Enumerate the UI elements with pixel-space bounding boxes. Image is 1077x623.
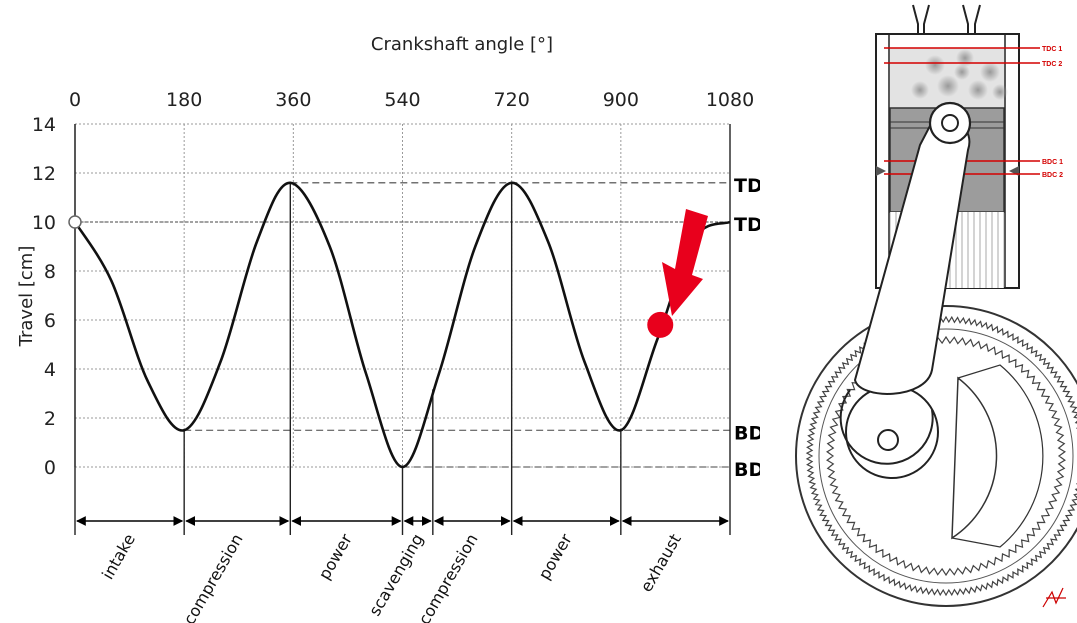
brand-logo xyxy=(1042,587,1066,608)
x-tick-label: 1080 xyxy=(706,89,754,111)
phase-label: intake xyxy=(98,531,139,583)
x-tick-labels: 0 180 360 540 720 900 1080 xyxy=(69,89,754,111)
travel-curve xyxy=(73,181,731,469)
ref-label: TDC 2 xyxy=(734,214,760,236)
current-point xyxy=(647,311,674,338)
top-axis-label: Crankshaft angle [°] xyxy=(371,34,553,55)
ref-label: TDC 1 xyxy=(734,175,760,197)
cylinder xyxy=(875,33,1020,289)
x-tick-label: 900 xyxy=(603,89,639,111)
connecting-rod xyxy=(839,101,972,479)
phase-label: exhaust xyxy=(637,531,685,596)
phase-label: power xyxy=(315,530,356,583)
y-tick-label: 14 xyxy=(32,114,56,136)
travel-chart: Crankshaft angle [°] Travel [cm] TDC 1TD… xyxy=(16,34,760,623)
y-tick-label: 2 xyxy=(44,408,56,430)
y-tick-labels: 0 2 4 6 8 10 12 14 xyxy=(32,114,56,479)
pointer-arrow xyxy=(662,209,708,316)
y-axis-label: Travel [cm] xyxy=(16,246,37,348)
cylinder-markers xyxy=(884,47,1040,175)
y-tick-label: 12 xyxy=(32,163,56,185)
ref-label: BDC 2 xyxy=(734,459,760,481)
x-tick-label: 180 xyxy=(166,89,202,111)
ref-label: BDC 1 xyxy=(734,422,760,444)
y-tick-label: 0 xyxy=(44,457,56,479)
phase-label: compression xyxy=(180,531,247,623)
y-tick-label: 10 xyxy=(32,212,56,234)
x-tick-label: 0 xyxy=(69,89,81,111)
phase-label: scavenging xyxy=(365,531,427,620)
cyl-label-tdc1: TDC 1 xyxy=(1042,46,1062,53)
x-tick-label: 720 xyxy=(494,89,530,111)
phase-label: compression xyxy=(415,531,482,623)
phase-label: power xyxy=(535,530,576,583)
y-tick-label: 8 xyxy=(44,261,56,283)
flywheel xyxy=(795,305,1077,607)
cyl-label-bdc2: BDC 2 xyxy=(1042,172,1063,179)
y-tick-label: 4 xyxy=(44,359,56,381)
cyl-label-bdc1: BDC 1 xyxy=(1042,159,1063,166)
cyl-label-tdc2: TDC 2 xyxy=(1042,61,1062,68)
reference-lines: TDC 1 TDC 2 BDC 1 BDC 2 xyxy=(75,175,760,481)
start-point xyxy=(68,215,82,229)
x-tick-label: 360 xyxy=(275,89,311,111)
x-tick-label: 540 xyxy=(384,89,420,111)
y-tick-label: 6 xyxy=(44,310,56,332)
valves xyxy=(897,4,995,52)
